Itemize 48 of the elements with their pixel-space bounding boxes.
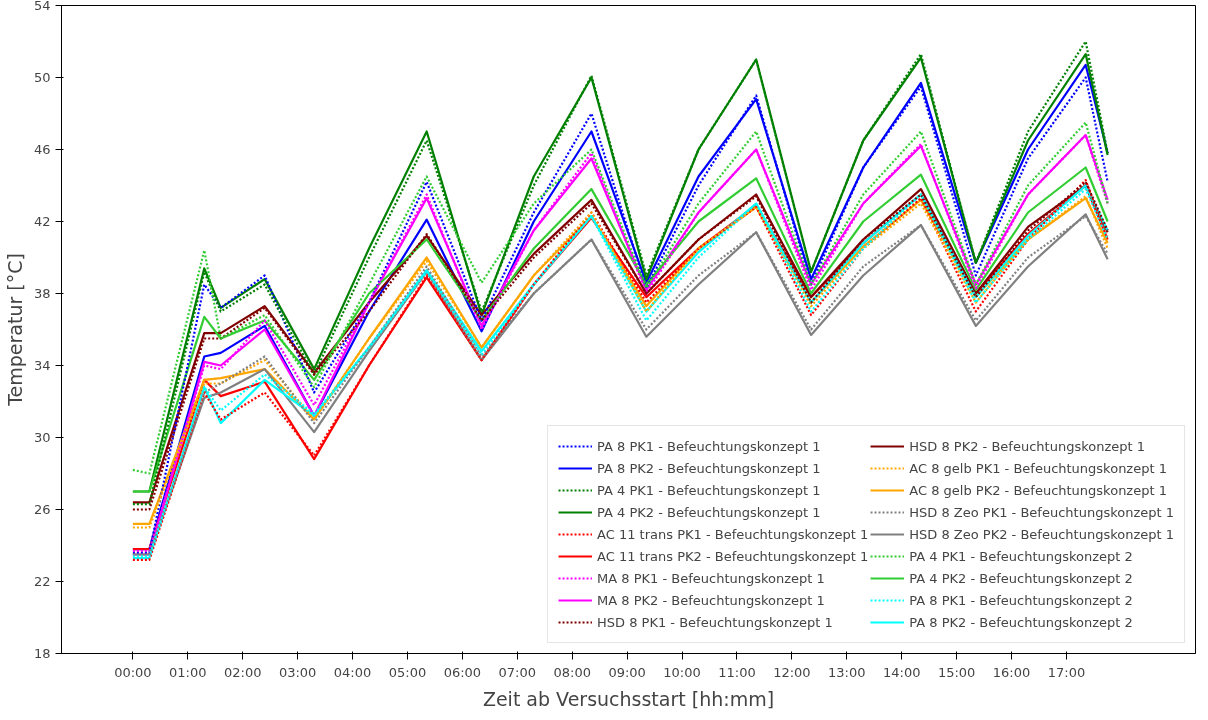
- y-tick-label: 26: [33, 502, 51, 517]
- x-tick-label: 15:00: [937, 664, 976, 680]
- x-tick-label: 01:00: [169, 664, 207, 680]
- legend-label: PA 4 PK1 - Befeuchtungskonzept 2: [909, 548, 1133, 564]
- x-axis-title: Zeit ab Versuchsstart [hh:mm]: [482, 687, 775, 710]
- x-tick-label: 04:00: [333, 664, 372, 680]
- x-tick-label: 17:00: [1047, 664, 1086, 680]
- legend-label: PA 8 PK1 - Befeuchtungskonzept 1: [597, 438, 821, 454]
- legend-label: AC 11 trans PK1 - Befeuchtungskonzept 1: [597, 526, 869, 542]
- legend-label: HSD 8 Zeo PK1 - Befeuchtungskonzept 1: [909, 504, 1174, 520]
- x-tick-label: 06:00: [443, 664, 482, 680]
- legend-label: HSD 8 PK2 - Befeuchtungskonzept 1: [909, 438, 1145, 454]
- x-tick-label: 07:00: [498, 664, 537, 680]
- y-tick-label: 18: [33, 646, 51, 661]
- legend-label: MA 8 PK2 - Befeuchtungskonzept 1: [597, 592, 825, 608]
- y-tick-label: 50: [33, 70, 51, 85]
- x-tick-label: 03:00: [278, 664, 317, 680]
- x-tick-label: 16:00: [992, 664, 1031, 680]
- y-axis-title: Temperatur [°C]: [3, 253, 26, 407]
- y-tick-label: 42: [33, 214, 51, 229]
- x-tick-label: 12:00: [773, 664, 811, 680]
- x-tick-label: 14:00: [882, 664, 921, 680]
- legend-label: PA 8 PK1 - Befeuchtungskonzept 2: [909, 592, 1133, 608]
- x-tick-label: 00:00: [114, 664, 152, 680]
- legend-label: HSD 8 PK1 - Befeuchtungskonzept 1: [597, 614, 833, 630]
- y-tick-label: 38: [33, 286, 51, 301]
- x-tick-label: 05:00: [388, 664, 427, 680]
- legend-label: PA 4 PK2 - Befeuchtungskonzept 1: [597, 504, 821, 520]
- y-tick-label: 46: [33, 142, 51, 157]
- x-tick-label: 10:00: [663, 664, 701, 680]
- legend-label: PA 8 PK2 - Befeuchtungskonzept 2: [909, 614, 1133, 630]
- legend-label: AC 8 gelb PK2 - Befeuchtungskonzept 1: [909, 482, 1167, 498]
- y-tick-label: 30: [33, 430, 51, 445]
- x-tick-label: 13:00: [828, 664, 866, 680]
- legend-label: AC 11 trans PK2 - Befeuchtungskonzept 1: [597, 548, 869, 564]
- y-tick-label: 34: [33, 358, 51, 373]
- y-tick-label: 22: [33, 574, 51, 589]
- legend-label: MA 8 PK1 - Befeuchtungskonzept 1: [597, 570, 825, 586]
- x-tick-label: 09:00: [608, 664, 646, 680]
- x-tick-label: 08:00: [553, 664, 591, 680]
- legend-label: PA 4 PK1 - Befeuchtungskonzept 1: [597, 482, 821, 498]
- x-tick-label: 02:00: [223, 664, 262, 680]
- legend-label: HSD 8 Zeo PK2 - Befeuchtungskonzept 1: [909, 526, 1174, 542]
- legend-label: AC 8 gelb PK1 - Befeuchtungskonzept 1: [909, 460, 1167, 476]
- legend-label: PA 8 PK2 - Befeuchtungskonzept 1: [597, 460, 821, 476]
- y-tick-label: 54: [33, 0, 51, 13]
- x-tick-label: 11:00: [718, 664, 756, 680]
- legend-label: PA 4 PK2 - Befeuchtungskonzept 2: [909, 570, 1133, 586]
